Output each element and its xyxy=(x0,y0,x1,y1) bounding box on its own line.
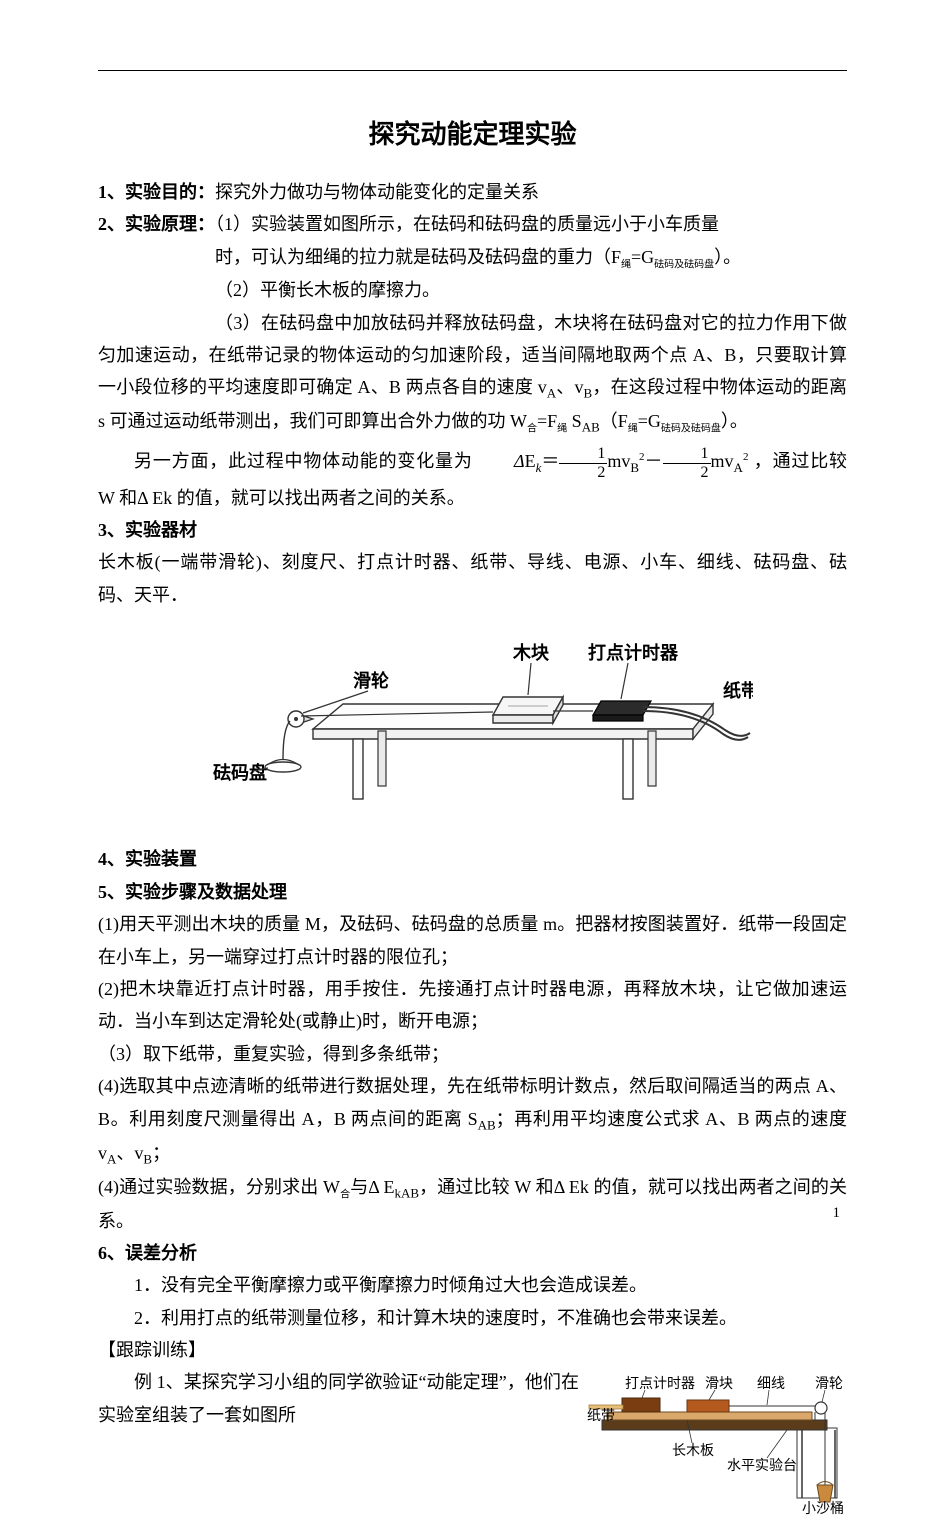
frac2: 12 xyxy=(663,445,711,481)
s5-head-text: 5、实验步骤及数据处理 xyxy=(98,882,287,902)
s2-p3-sub-sheng: 绳 xyxy=(557,424,567,435)
s5-p4-mid2: 、v xyxy=(116,1143,143,1163)
s5-p4-subB: B xyxy=(143,1151,152,1166)
example1-block: 打点计时器 滑块 细线 滑轮 纸带 长木板 水平实验台 小沙桶 例 1、某探究学… xyxy=(98,1366,847,1525)
delta-ek-formula: ΔΔEEk＝12mvB2－12mvA2 xyxy=(478,445,748,481)
s5-p5: (4)通过实验数据，分别求出 W xyxy=(98,1177,340,1197)
s2-p3-sub-sheng2: 绳 xyxy=(628,424,638,435)
diagram2-svg: 打点计时器 滑块 细线 滑轮 纸带 长木板 水平实验台 小沙桶 xyxy=(587,1370,847,1515)
s1-head: 1、实验目的： xyxy=(98,182,215,202)
s5-p4-wrap: (4)选取其中点迹清晰的纸带进行数据处理，先在纸带标明计数点，然后取间隔适当的两… xyxy=(98,1070,847,1170)
diagram1-svg: 滑轮 木块 打点计时器 纸带 砝码盘 xyxy=(193,619,753,829)
s5-p5-mid1: 与Δ E xyxy=(350,1177,394,1197)
s5-p4-subA: A xyxy=(107,1151,116,1166)
s5-p4-sub: AB xyxy=(478,1117,496,1132)
s2-p3-mid3: =F xyxy=(537,411,557,431)
s2-p3-mid4: S xyxy=(567,411,582,431)
s2-p1a: （1）实验装置如图所示，在砝码和砝码盘的质量远小于小车质量 xyxy=(215,214,719,234)
s5-p5-wrap: (4)通过实验数据，分别求出 W合与Δ EkAB，通过比较 W 和Δ Ek 的值… xyxy=(98,1171,847,1237)
label-pan: 砝码盘 xyxy=(213,762,267,783)
s5-p5-sub-he: 合 xyxy=(340,1189,350,1200)
f-mv2: mv xyxy=(711,452,734,472)
f-subA: A xyxy=(734,460,743,475)
apparatus-diagram-1: 滑轮 木块 打点计时器 纸带 砝码盘 xyxy=(98,619,847,839)
f-sup2: 2 xyxy=(743,452,749,464)
d2-label-timer: 打点计时器 xyxy=(625,1375,695,1392)
d2-label-string: 细线 xyxy=(757,1376,785,1392)
section-1: 1、实验目的：探究外力做功与物体动能变化的定量关系 xyxy=(98,176,847,208)
s2-p3-sub-weight: 砝码及砝码盘 xyxy=(661,424,721,435)
s5-p1: (1)用天平测出木块的质量 M，及砝码、砝码盘的总质量 m。把器材按图装置好．纸… xyxy=(98,908,847,973)
d2-label-bucket: 小沙桶 xyxy=(802,1501,844,1515)
s6-head-text: 6、误差分析 xyxy=(98,1243,197,1263)
apparatus-diagram-2: 打点计时器 滑块 细线 滑轮 纸带 长木板 水平实验台 小沙桶 xyxy=(587,1370,847,1525)
s6-p2: 2．利用打点的纸带测量位移，和计算木块的速度时，不准确也会带来误差。 xyxy=(98,1302,847,1334)
s2-p3-sub-he: 合 xyxy=(527,424,537,435)
s3-body: 长木板(一端带滑轮)、刻度尺、打点计时器、纸带、导线、电源、小车、细线、砝码盘、… xyxy=(98,546,847,611)
s2-p1b-mid: =G xyxy=(631,247,654,267)
s2-p3-mid6: =G xyxy=(638,411,661,431)
label-tape: 纸带 xyxy=(723,680,753,701)
label-timer: 打点计时器 xyxy=(588,642,679,663)
s2-p1b: 时，可认为细绳的拉力就是砝码及砝码盘的重力（F xyxy=(215,247,621,267)
s2-p1b-end: ）。 xyxy=(714,247,741,267)
label-block: 木块 xyxy=(512,642,550,663)
s2-p3-lead xyxy=(98,313,215,333)
s2-p3-mid1: 、v xyxy=(556,377,583,397)
s2-p3-end: ）。 xyxy=(721,411,748,431)
s5-p3: （3）取下纸带，重复实验，得到多条纸带； xyxy=(98,1038,847,1070)
s5-head: 5、实验步骤及数据处理 xyxy=(98,876,847,908)
s4-head-text: 4、实验装置 xyxy=(98,849,197,869)
d2-label-slider: 滑块 xyxy=(705,1375,733,1392)
top-rule xyxy=(98,70,847,71)
s3-head: 3、实验器材 xyxy=(98,514,847,546)
s2-p1b-sub2: 砝码及砝码盘 xyxy=(654,259,714,270)
frac1-den: 2 xyxy=(559,464,607,482)
frac1-num: 1 xyxy=(559,445,607,464)
f-minus: － xyxy=(645,452,663,472)
d2-label-bench: 水平实验台 xyxy=(727,1458,797,1474)
s2-p4a: 另一方面，此过程中物体动能的变化量为 xyxy=(134,452,478,472)
s2-p3-subB: B xyxy=(584,386,593,401)
s4-head: 4、实验装置 xyxy=(98,843,847,875)
page-number: 1 xyxy=(833,1200,841,1227)
s6-head: 6、误差分析 xyxy=(98,1237,847,1269)
label-pulley: 滑轮 xyxy=(353,670,389,691)
f-mv1: mv xyxy=(607,452,630,472)
s3-head-text: 3、实验器材 xyxy=(98,520,197,540)
section-2-p1a: 2、实验原理：（1）实验装置如图所示，在砝码和砝码盘的质量远小于小车质量 xyxy=(98,208,847,240)
s2-p3-sub-AB: AB xyxy=(582,420,600,435)
f-eq: ＝ xyxy=(541,452,559,472)
page-title: 探究动能定理实验 xyxy=(98,111,847,158)
s5-p5-sub-kAB: kAB xyxy=(395,1185,420,1200)
s2-p1b-sub1: 绳 xyxy=(621,259,631,270)
d2-label-board: 长木板 xyxy=(672,1443,714,1459)
s2-head: 2、实验原理： xyxy=(98,214,215,234)
section-2-p1b: 时，可认为细绳的拉力就是砝码及砝码盘的重力（F绳=G砝码及砝码盘）。 xyxy=(98,241,847,275)
s5-p4-end: ； xyxy=(152,1143,170,1163)
s6-p1: 1．没有完全平衡摩擦力或平衡摩擦力时倾角过大也会造成误差。 xyxy=(98,1269,847,1301)
section-2-p3-wrap: （3）在砝码盘中加放砝码并释放砝码盘，木块将在砝码盘对它的拉力作用下做匀加速运动… xyxy=(98,307,847,440)
s5-p2: (2)把木块靠近打点计时器，用手按住．先接通打点计时器电源，再释放木块，让它做加… xyxy=(98,973,847,1038)
f-subB: B xyxy=(630,460,639,475)
frac1: 12 xyxy=(559,445,607,481)
frac2-den: 2 xyxy=(663,464,711,482)
section-2-p4: 另一方面，此过程中物体动能的变化量为 ΔΔEEk＝12mvB2－12mvA2 ，… xyxy=(98,445,847,514)
s1-body: 探究外力做功与物体动能变化的定量关系 xyxy=(215,182,539,202)
s2-p3-mid5: （F xyxy=(600,411,628,431)
section-2-p2: （2）平衡长木板的摩擦力。 xyxy=(98,274,847,306)
frac2-num: 1 xyxy=(663,445,711,464)
s2-p3-subA: A xyxy=(547,386,556,401)
track-head: 【跟踪训练】 xyxy=(98,1334,847,1366)
d2-label-pulley: 滑轮 xyxy=(815,1375,843,1392)
d2-label-tape: 纸带 xyxy=(587,1408,615,1424)
